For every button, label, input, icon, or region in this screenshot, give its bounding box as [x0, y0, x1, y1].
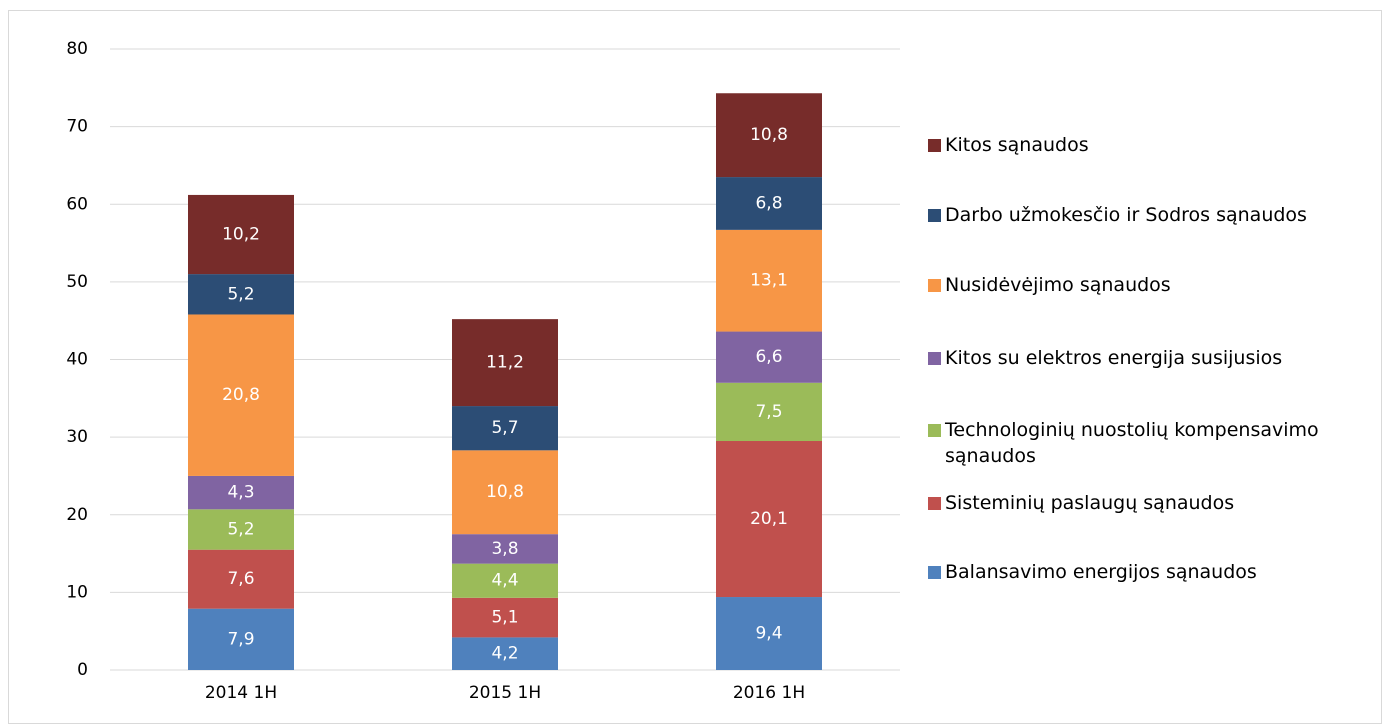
legend-item: Nusidėvėjimo sąnaudos [928, 272, 1368, 298]
bar-segment [188, 194, 294, 275]
legend-label: Kitos su elektros energija susijusios [945, 347, 1283, 369]
legend-item: Kitos su elektros energija susijusios [928, 345, 1368, 371]
bar-segment [716, 597, 822, 670]
data-label: 13,1 [750, 271, 788, 291]
y-tick-label: 10 [66, 582, 88, 602]
legend-item: Kitos sąnaudos [928, 132, 1368, 158]
bar-segment [452, 637, 558, 670]
data-label: 3,8 [491, 539, 518, 559]
legend-swatch [928, 279, 941, 292]
bar-segment [452, 563, 558, 598]
bar-segment [188, 608, 294, 670]
legend-swatch [928, 497, 941, 510]
bar-segment [188, 549, 294, 609]
bar-segment [716, 441, 822, 598]
legend-label: Sisteminių paslaugų sąnaudos [945, 492, 1235, 514]
legend-item: Technologinių nuostolių kompensavimo sąn… [928, 417, 1368, 469]
bar-segment [716, 382, 822, 442]
y-tick-label: 50 [66, 272, 88, 292]
data-label: 4,3 [227, 483, 254, 503]
legend-label: Nusidėvėjimo sąnaudos [945, 274, 1171, 296]
y-tick-label: 60 [66, 194, 88, 214]
y-tick-label: 80 [66, 39, 88, 59]
legend-label: Darbo užmokesčio ir Sodros sąnaudos [945, 204, 1307, 226]
data-label: 5,7 [491, 418, 518, 438]
data-label: 6,6 [755, 347, 782, 367]
y-tick-label: 40 [66, 350, 88, 370]
data-label: 10,2 [222, 225, 260, 245]
data-label: 4,4 [491, 571, 518, 591]
data-label: 5,1 [491, 608, 518, 628]
data-label: 20,8 [222, 385, 260, 405]
bar-segment [716, 331, 822, 383]
bar-segment [452, 597, 558, 638]
bar-segment [188, 314, 294, 476]
legend-label: Balansavimo energijos sąnaudos [945, 561, 1257, 583]
legend-item: Sisteminių paslaugų sąnaudos [928, 490, 1368, 516]
legend-swatch [928, 209, 941, 222]
y-tick-label: 70 [66, 117, 88, 137]
y-tick-label: 20 [66, 505, 88, 525]
data-label: 7,9 [227, 629, 254, 649]
bar-segment [188, 509, 294, 550]
y-tick-label: 0 [77, 660, 88, 680]
legend-item: Darbo užmokesčio ir Sodros sąnaudos [928, 202, 1368, 228]
bar-segment [188, 475, 294, 510]
bar-segment [452, 406, 558, 451]
data-label: 6,8 [755, 193, 782, 213]
x-tick-label: 2014 1H [205, 683, 277, 703]
data-label: 7,6 [227, 569, 254, 589]
data-label: 4,2 [491, 644, 518, 664]
data-label: 10,8 [486, 482, 524, 502]
legend-swatch [928, 352, 941, 365]
bar-segment [452, 319, 558, 407]
legend-label: Kitos sąnaudos [945, 134, 1089, 156]
data-label: 20,1 [750, 509, 788, 529]
data-label: 10,8 [750, 125, 788, 145]
x-tick-label: 2016 1H [733, 683, 805, 703]
bar-segment [452, 534, 558, 564]
legend-label: Technologinių nuostolių kompensavimo sąn… [945, 419, 1319, 467]
data-label: 5,2 [227, 284, 254, 304]
bar-segment [716, 229, 822, 332]
bar-segment [452, 450, 558, 535]
legend-swatch [928, 424, 941, 437]
bar-segment [716, 93, 822, 178]
y-tick-label: 30 [66, 427, 88, 447]
data-label: 9,4 [755, 624, 782, 644]
bar-segment [188, 274, 294, 315]
data-label: 7,5 [755, 402, 782, 422]
legend-swatch [928, 139, 941, 152]
data-label: 11,2 [486, 353, 524, 373]
bar-segment [716, 177, 822, 230]
legend-item: Balansavimo energijos sąnaudos [928, 559, 1368, 585]
legend-swatch [928, 566, 941, 579]
x-tick-label: 2015 1H [469, 683, 541, 703]
data-label: 5,2 [227, 519, 254, 539]
